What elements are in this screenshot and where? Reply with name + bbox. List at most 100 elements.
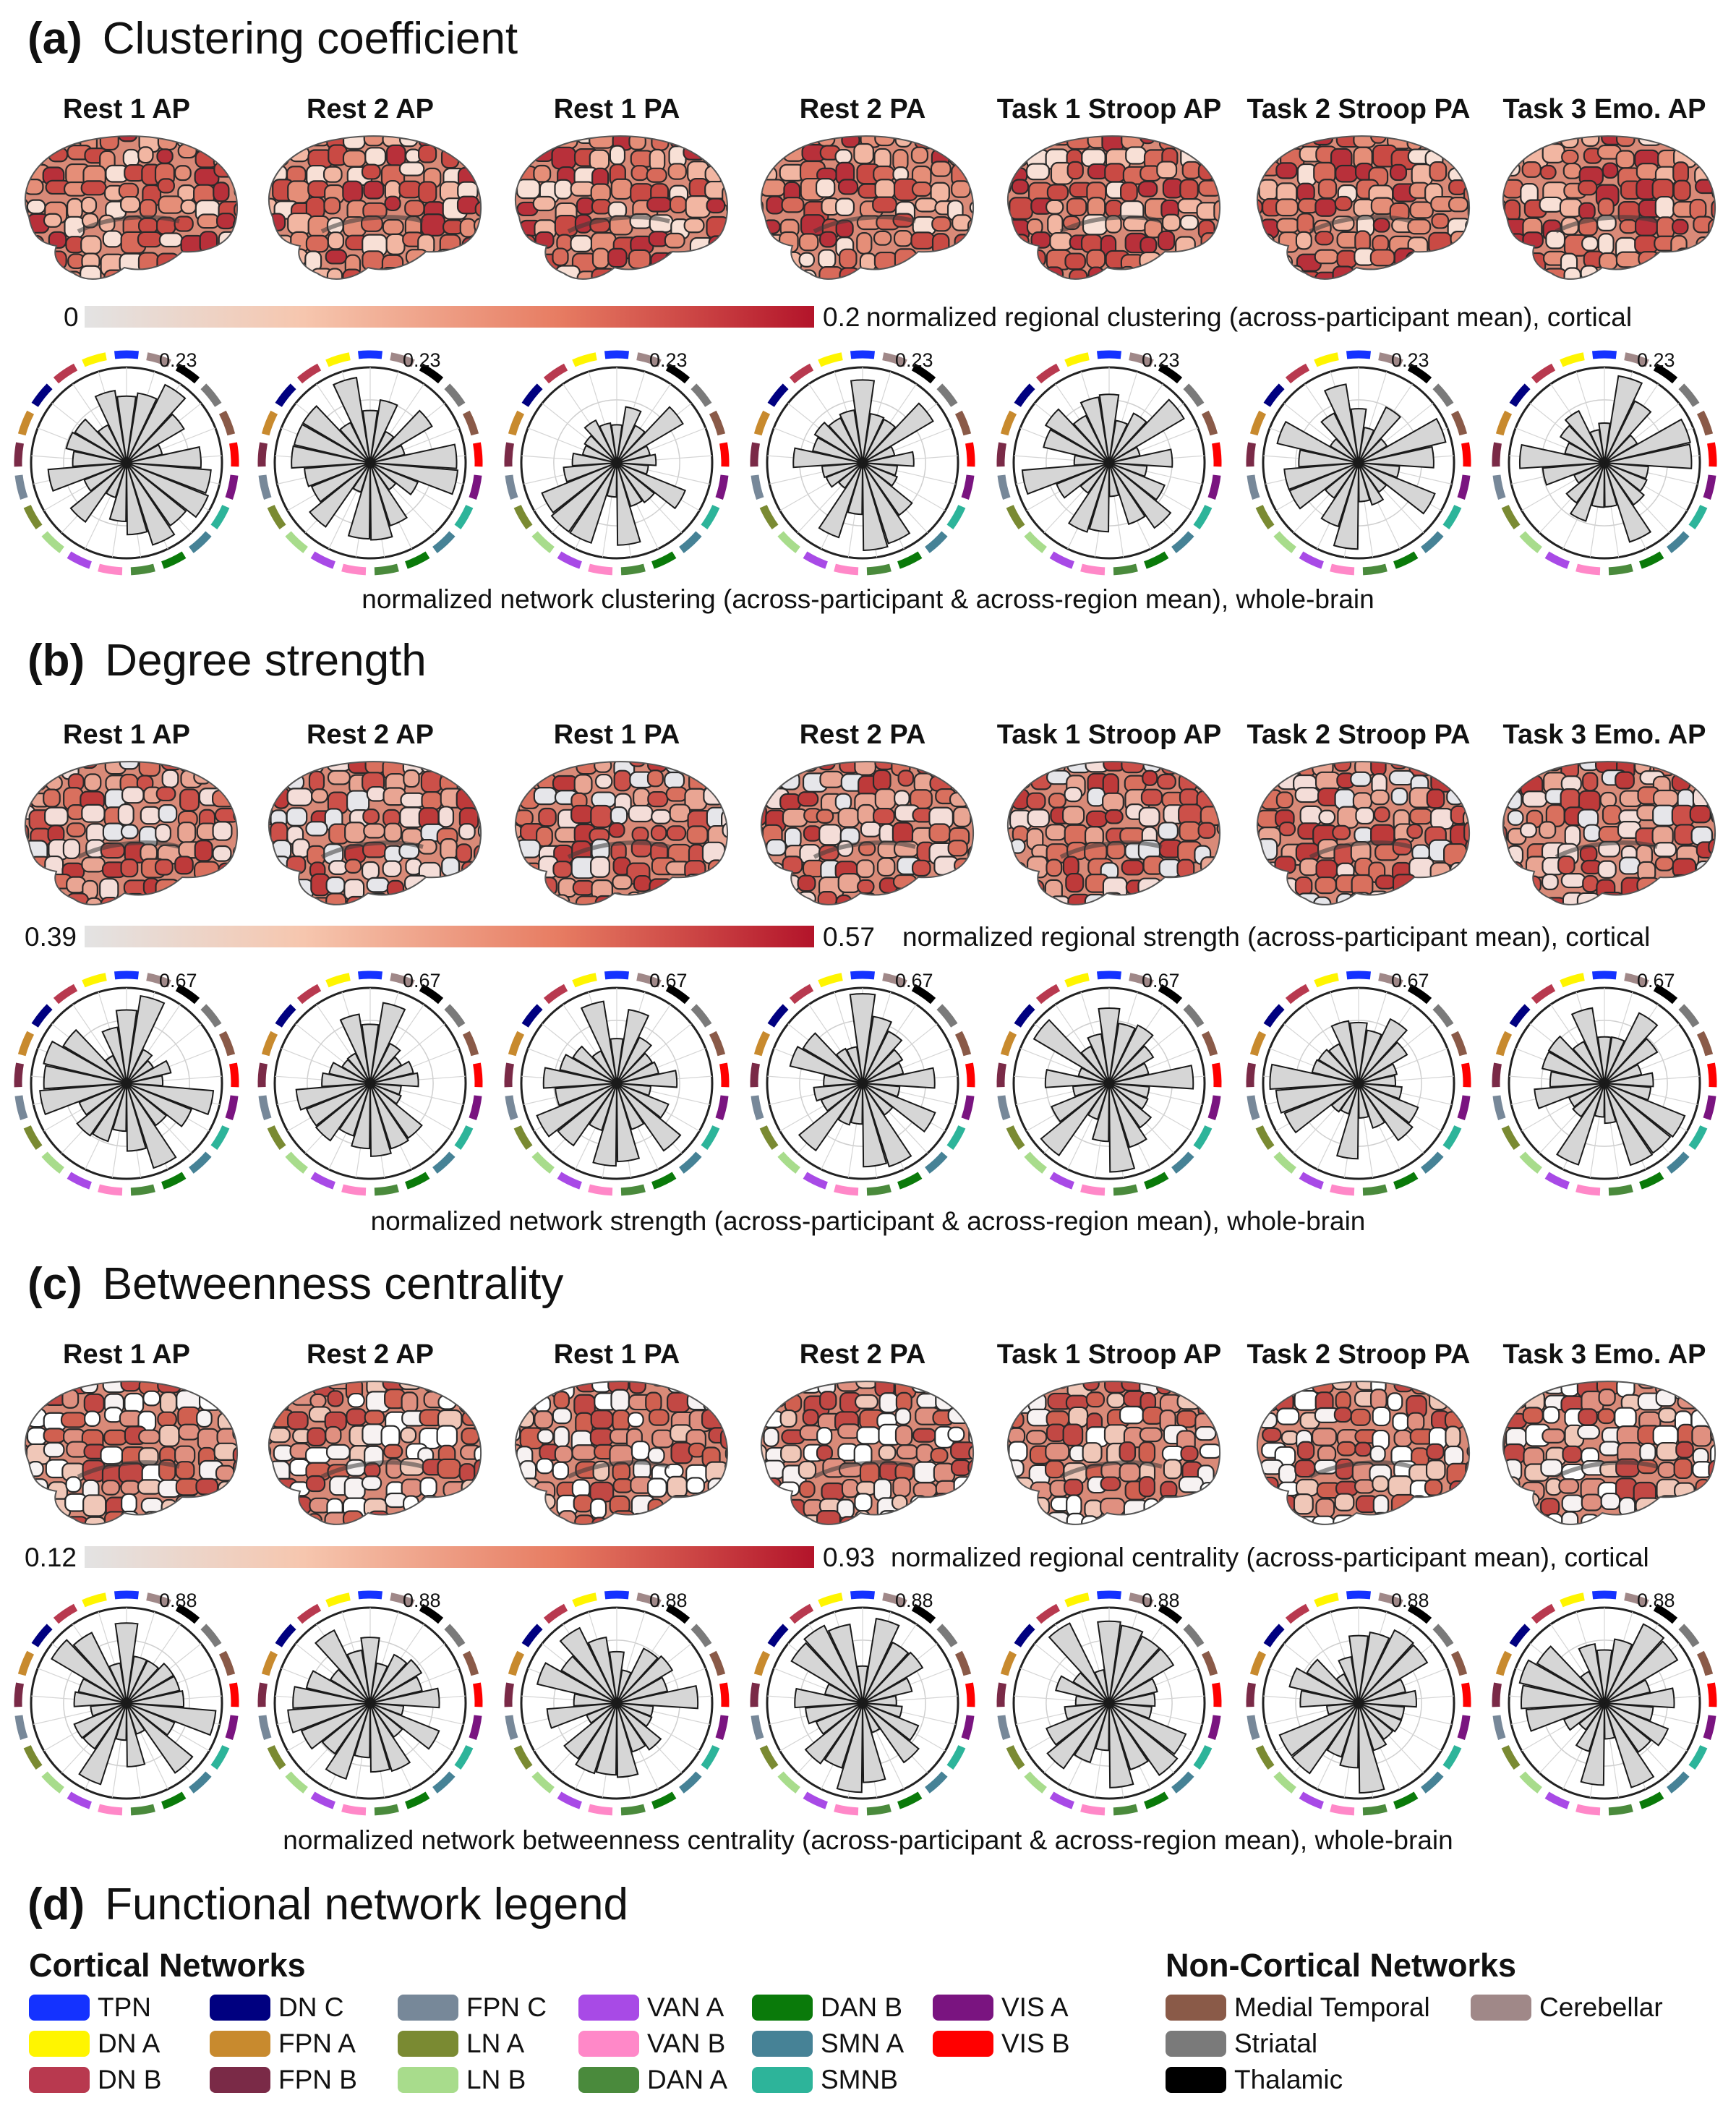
cortical-surface-map xyxy=(1006,761,1220,905)
network-ring-segment xyxy=(146,352,171,367)
polar-max-label: 0.88 xyxy=(1391,1590,1429,1611)
network-ring-segment xyxy=(1129,352,1154,367)
legend-label: Striatal xyxy=(1234,2029,1318,2058)
network-ring-segment xyxy=(1501,1745,1521,1770)
network-wedge xyxy=(1276,420,1359,464)
network-wedge xyxy=(360,1637,380,1704)
network-wedge xyxy=(116,395,137,464)
network-ring-segment xyxy=(23,1125,43,1151)
network-ring-segment xyxy=(1000,410,1017,436)
network-wedge xyxy=(1604,1083,1617,1125)
network-ring-segment xyxy=(1667,1771,1690,1794)
noncortical-networks-heading: Non-Cortical Networks xyxy=(1166,1947,1517,1984)
legend-swatch xyxy=(398,2067,458,2093)
panel-a-colorbar-caption: normalized regional clustering (across-p… xyxy=(866,302,1633,332)
network-ring-segment xyxy=(1442,1745,1462,1770)
condition-label: Task 2 Stroop PA xyxy=(1247,94,1471,124)
network-ring-segment xyxy=(572,1592,597,1608)
network-ring-segment xyxy=(1461,442,1471,467)
condition-label: Task 1 Stroop AP xyxy=(996,720,1222,750)
network-wedge xyxy=(287,1702,371,1733)
network-ring-segment xyxy=(751,474,764,500)
legend-swatch xyxy=(1166,2031,1226,2057)
network-wedge xyxy=(1072,1671,1110,1704)
network-ring-segment xyxy=(513,1125,533,1151)
network-ring-segment xyxy=(1183,1004,1205,1028)
network-ring-segment xyxy=(505,474,518,500)
network-wedge xyxy=(126,1675,181,1704)
network-wedge xyxy=(575,1702,617,1775)
legend-swatch xyxy=(752,2031,813,2057)
network-wedge xyxy=(608,1650,625,1704)
network-wedge xyxy=(77,1678,127,1704)
cortical-surface-map xyxy=(1256,1381,1470,1525)
network-ring-segment xyxy=(267,1745,286,1770)
network-wedge xyxy=(369,1056,403,1084)
panel-a-colorbar-max: 0.2 xyxy=(823,302,860,332)
cortical-surface-map xyxy=(268,1381,482,1525)
network-ring-segment xyxy=(53,363,78,384)
network-ring-segment xyxy=(1560,1592,1585,1608)
network-wedge xyxy=(1108,1062,1150,1084)
network-ring-segment xyxy=(965,1682,975,1707)
network-wedge xyxy=(1547,1035,1605,1084)
network-wedge xyxy=(126,462,176,546)
network-wedge xyxy=(115,1009,138,1084)
network-wedge xyxy=(823,1074,863,1087)
network-ring-segment xyxy=(1608,1804,1633,1816)
network-ring-segment xyxy=(1273,1771,1296,1794)
network-ring-segment xyxy=(374,563,399,576)
network-wedge xyxy=(862,402,934,464)
network-wedge xyxy=(1358,1083,1419,1125)
network-wedge xyxy=(798,1083,863,1152)
network-wedge xyxy=(862,1083,912,1168)
network-ring-segment xyxy=(1330,563,1355,576)
network-ring-segment xyxy=(374,1804,399,1816)
network-ring-segment xyxy=(665,363,690,384)
network-ring-segment xyxy=(715,474,729,500)
network-ring-segment xyxy=(1492,1715,1506,1740)
network-ring-segment xyxy=(1006,1125,1025,1151)
network-ring-segment xyxy=(67,1172,93,1190)
panel-b-colorbar-caption: normalized regional strength (across-par… xyxy=(902,922,1651,952)
network-wedge xyxy=(839,409,863,464)
network-ring-segment xyxy=(834,1184,859,1196)
network-ring-segment xyxy=(1667,1151,1690,1174)
network-wedge xyxy=(1320,412,1359,464)
network-wedge xyxy=(1604,1702,1655,1788)
network-ring-segment xyxy=(1246,442,1256,467)
network-ring-segment xyxy=(257,442,268,467)
network-ring-segment xyxy=(1212,442,1222,467)
network-wedge xyxy=(1604,1083,1672,1154)
network-wedge xyxy=(90,1702,127,1718)
network-ring-segment xyxy=(1346,350,1372,359)
network-ring-segment xyxy=(14,442,24,467)
network-wedge xyxy=(1108,1692,1156,1707)
network-wedge xyxy=(616,1702,653,1728)
network-wedge xyxy=(126,1049,153,1084)
network-wedge xyxy=(616,1647,659,1704)
network-wedge xyxy=(302,405,371,464)
network-ring-segment xyxy=(620,1184,646,1196)
network-ring-segment xyxy=(513,505,533,530)
network-ring-segment xyxy=(1183,383,1205,407)
network-ring-segment xyxy=(357,971,383,980)
network-wedge xyxy=(546,1702,617,1729)
network-wedge xyxy=(309,462,371,528)
network-wedge xyxy=(62,1028,127,1084)
network-polar-plot xyxy=(1246,350,1471,576)
network-ring-segment xyxy=(1285,1603,1310,1624)
network-wedge xyxy=(813,1083,863,1102)
network-wedge xyxy=(126,445,202,469)
network-ring-segment xyxy=(1314,1592,1339,1608)
network-wedge xyxy=(836,1702,863,1794)
network-wedge xyxy=(65,431,127,464)
network-ring-segment xyxy=(1263,1004,1285,1028)
network-wedge xyxy=(1108,1678,1158,1704)
network-wedge xyxy=(824,1702,863,1769)
network-wedge xyxy=(315,1083,371,1142)
network-ring-segment xyxy=(709,1031,726,1057)
condition-label: Rest 1 PA xyxy=(553,1339,680,1370)
network-wedge xyxy=(862,1641,910,1704)
network-wedge xyxy=(1108,398,1185,464)
